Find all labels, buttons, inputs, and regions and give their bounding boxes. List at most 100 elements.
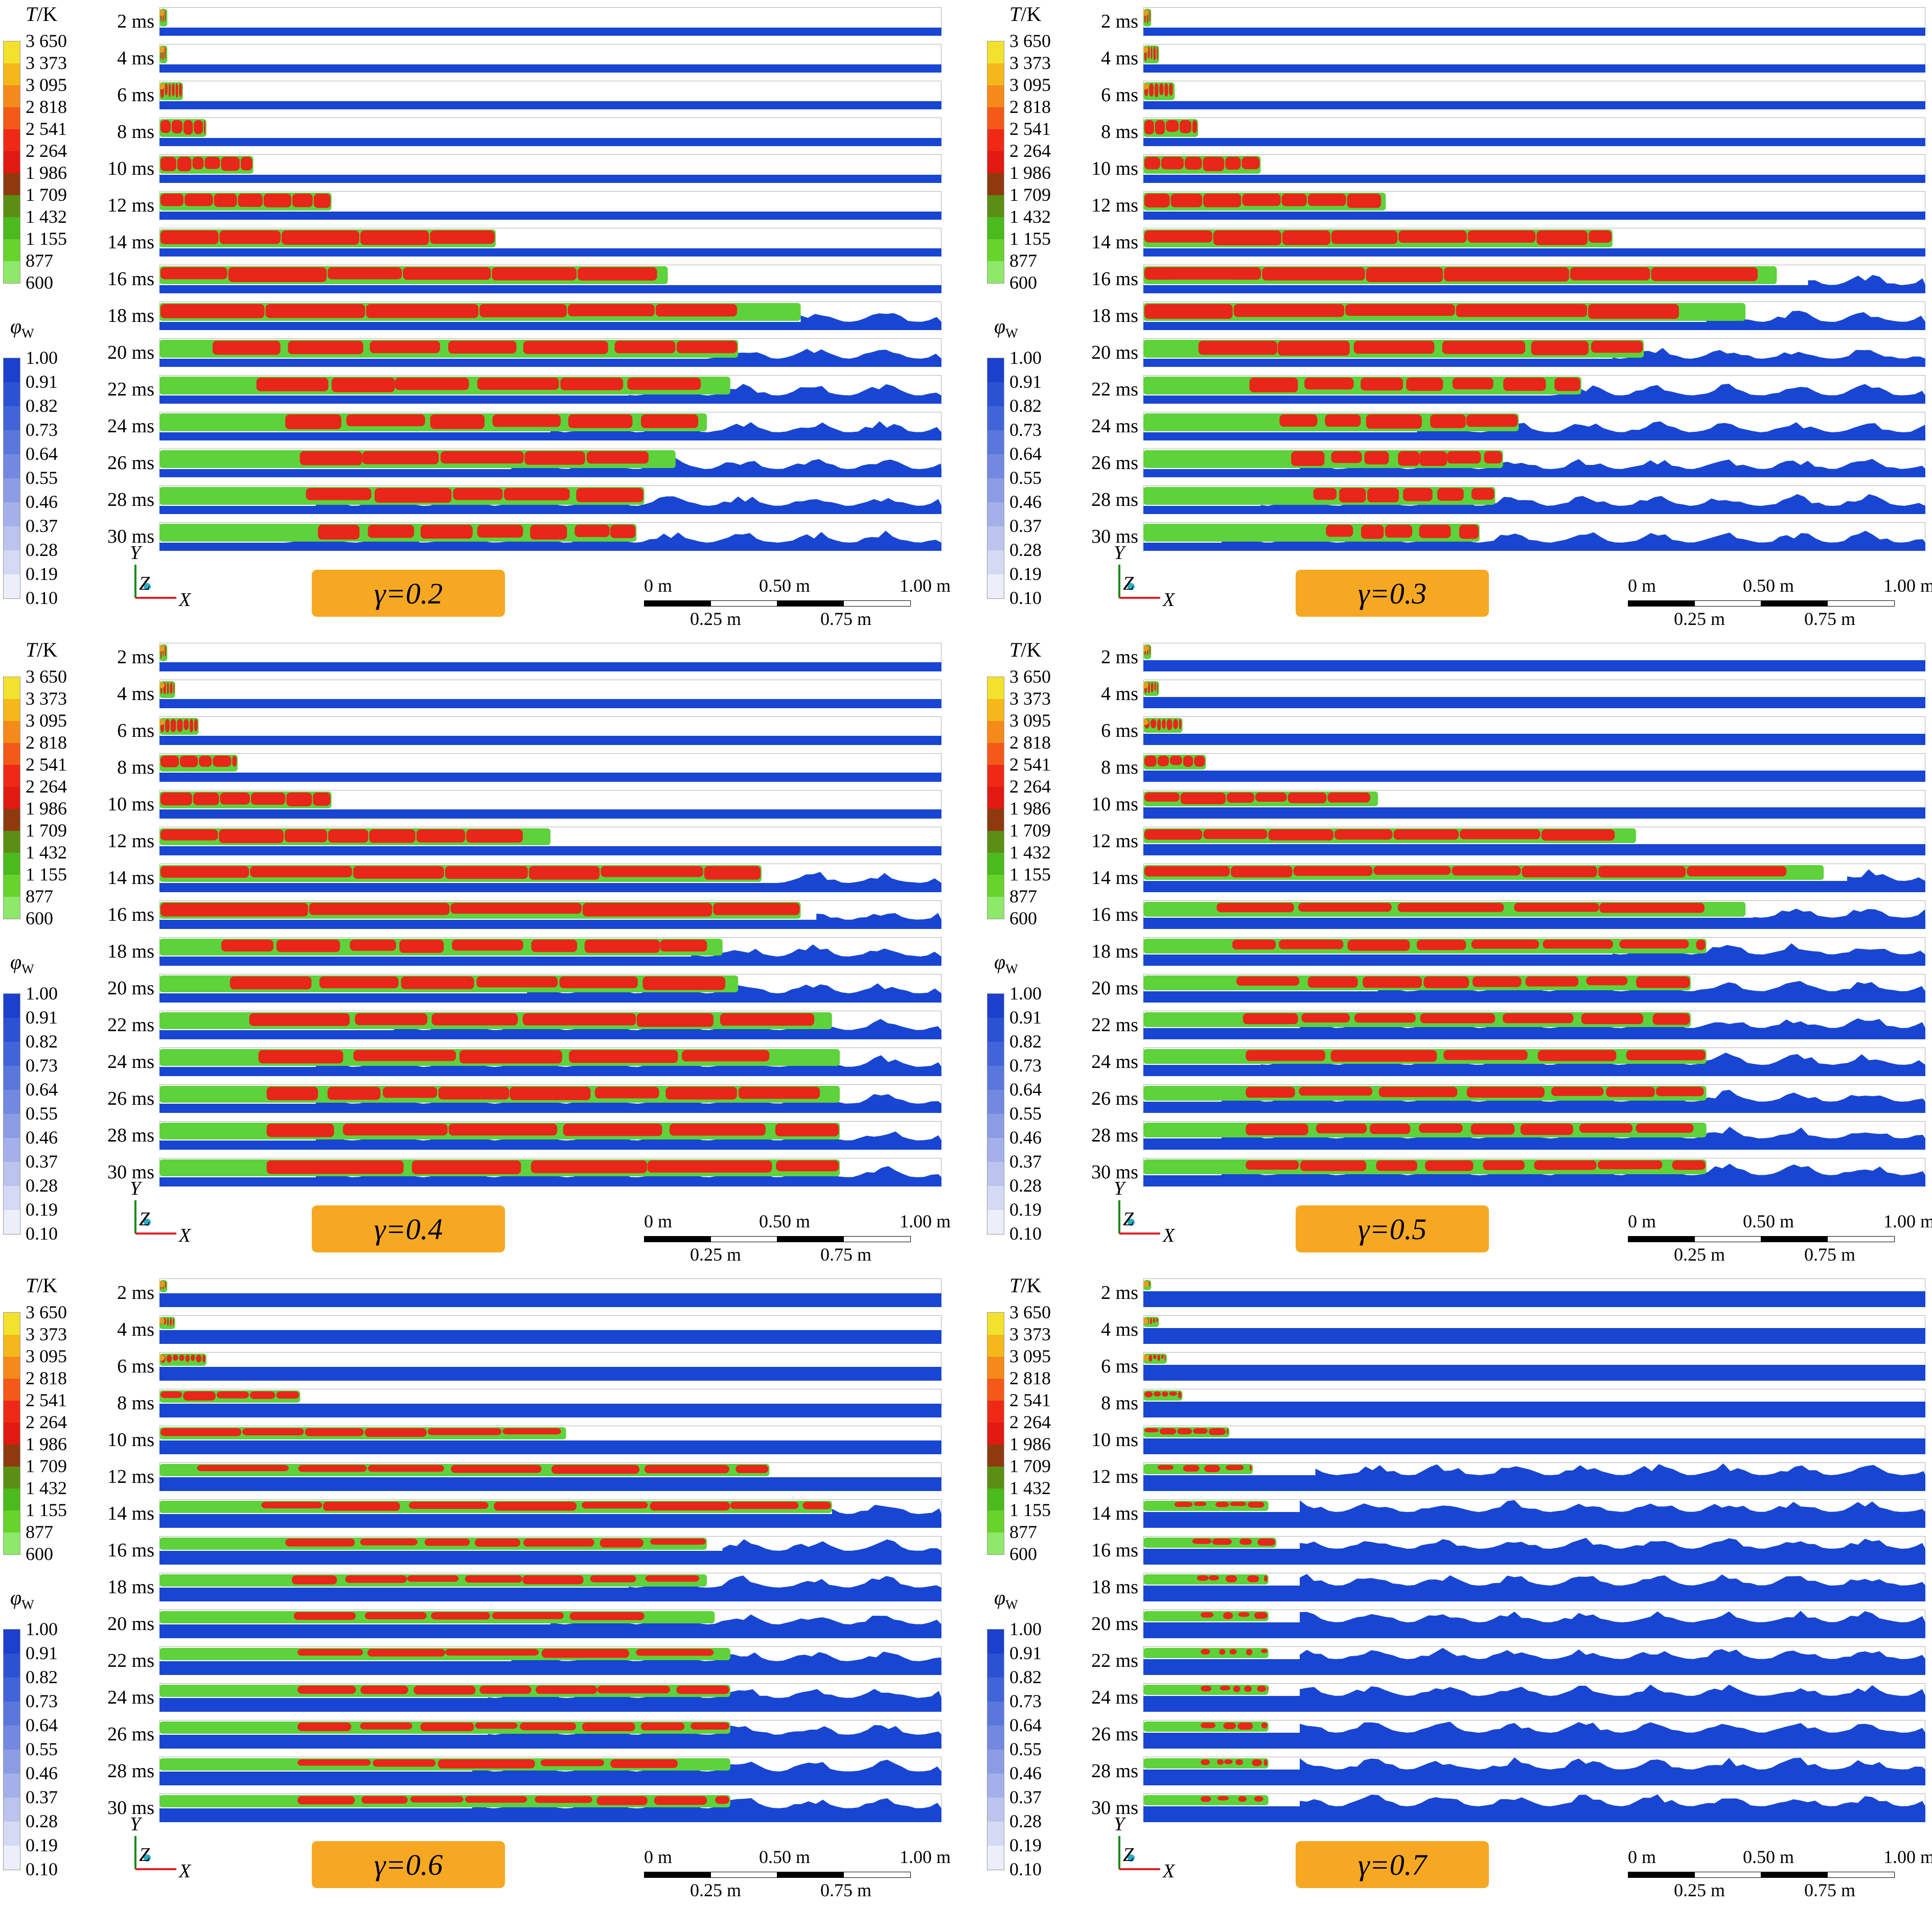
water-layer bbox=[159, 1477, 941, 1491]
flame-core bbox=[266, 1124, 334, 1137]
simulation-strip bbox=[1143, 522, 1925, 551]
flame-core bbox=[220, 793, 250, 805]
panel-gamma-4: T/K 3 650 3 373 3 095 2 818 2 541 2 264 1 986 1 … bbox=[0, 636, 966, 1271]
flame-core bbox=[1198, 341, 1277, 355]
flame-core bbox=[1267, 1686, 1269, 1691]
temperature-legend-label: 3 373 bbox=[26, 53, 67, 73]
water-legend-label: 1.00 bbox=[26, 1619, 58, 1639]
water-legend-label: 0.19 bbox=[1009, 564, 1042, 584]
flame-core bbox=[1144, 866, 1230, 877]
water-legend-label: 0.73 bbox=[26, 420, 58, 440]
flame-core bbox=[424, 1539, 470, 1546]
flame-core bbox=[669, 1124, 766, 1136]
flame-core bbox=[1291, 451, 1325, 466]
axis-label-z: Z bbox=[139, 1208, 150, 1230]
temperature-legend-label: 2 264 bbox=[26, 141, 67, 161]
scale-segment bbox=[644, 1872, 711, 1878]
simulation-strip bbox=[159, 1610, 941, 1638]
temperature-colorbar-swatch bbox=[4, 1423, 20, 1445]
flame-core bbox=[1589, 230, 1612, 243]
flame-core bbox=[1367, 488, 1399, 503]
water-legend-label: 0.73 bbox=[1009, 420, 1042, 440]
simulation-strip bbox=[1143, 716, 1925, 745]
temperature-legend-label: 3 095 bbox=[1009, 1346, 1051, 1366]
temperature-legend-label: 600 bbox=[26, 908, 53, 928]
water-colorbar-swatch bbox=[4, 1798, 20, 1822]
flame-core bbox=[614, 341, 676, 354]
flame-core bbox=[1162, 1391, 1168, 1397]
flame-core bbox=[465, 1575, 522, 1583]
temperature-colorbar bbox=[3, 1312, 20, 1555]
simulation-strip bbox=[1143, 1536, 1925, 1565]
water-legend-label: 0.64 bbox=[26, 1715, 58, 1735]
water-legend-label: 0.73 bbox=[1009, 1691, 1042, 1711]
temperature-legend-label: 1 709 bbox=[26, 184, 67, 205]
flame-core bbox=[170, 682, 173, 694]
flame-core bbox=[256, 378, 329, 391]
water-legend-variable: φ bbox=[994, 1586, 1006, 1609]
flame-core bbox=[1423, 976, 1469, 988]
flame-core bbox=[1246, 1087, 1295, 1098]
water-layer bbox=[1143, 1684, 1925, 1712]
time-label: 12 ms bbox=[107, 195, 154, 216]
scale-segment bbox=[1761, 1872, 1828, 1878]
flame-core bbox=[1331, 230, 1398, 244]
flame-core bbox=[221, 157, 240, 171]
time-label: 10 ms bbox=[1091, 1429, 1138, 1451]
water-layer bbox=[1143, 530, 1925, 551]
temperature-colorbar-swatch bbox=[4, 1488, 20, 1510]
flame-core bbox=[654, 1796, 707, 1805]
flame-core bbox=[160, 829, 218, 841]
water-layer bbox=[1143, 1794, 1925, 1822]
flame-core bbox=[1456, 304, 1588, 317]
flame-core bbox=[292, 194, 313, 207]
flame-core bbox=[401, 976, 474, 989]
flame-core bbox=[1254, 1796, 1263, 1802]
water-legend-variable: φ bbox=[994, 315, 1006, 338]
simulation-strip bbox=[159, 643, 941, 671]
flame-core bbox=[1151, 46, 1153, 60]
water-colorbar-swatch bbox=[987, 1138, 1004, 1162]
flame-core bbox=[369, 829, 416, 843]
simulation-strip bbox=[1143, 864, 1925, 892]
simulation-strip bbox=[159, 1536, 941, 1565]
flame-core bbox=[1144, 194, 1170, 208]
flame-core bbox=[510, 1087, 591, 1100]
water-layer bbox=[159, 913, 941, 929]
time-label: 24 ms bbox=[107, 1687, 154, 1708]
simulation-strip bbox=[1143, 81, 1925, 109]
simulation-strip bbox=[159, 154, 941, 183]
time-label: 12 ms bbox=[107, 1466, 154, 1487]
temperature-colorbar-swatch bbox=[4, 151, 20, 173]
water-colorbar-swatch bbox=[987, 1798, 1004, 1822]
flame-core bbox=[1287, 793, 1327, 803]
flame-core bbox=[1470, 1124, 1515, 1135]
simulation-strip bbox=[159, 1426, 941, 1454]
flame-core bbox=[212, 341, 281, 355]
simulation-strip bbox=[159, 1278, 941, 1307]
panel-gamma-5: T/K 3 650 3 373 3 095 2 818 2 541 2 264 1 986 1 … bbox=[984, 636, 1932, 1271]
time-label: 26 ms bbox=[1091, 452, 1138, 474]
temperature-legend-label: 3 650 bbox=[1009, 1302, 1051, 1322]
flame-core bbox=[219, 829, 284, 843]
water-legend-label: 0.37 bbox=[26, 516, 58, 536]
temperature-legend-unit: /K bbox=[37, 3, 58, 26]
flame-core bbox=[285, 414, 341, 429]
water-colorbar-swatch bbox=[4, 454, 20, 478]
temperature-colorbar-swatch bbox=[4, 721, 20, 743]
flame-core bbox=[193, 793, 219, 805]
time-label: 18 ms bbox=[1091, 305, 1138, 327]
flame-core bbox=[1281, 194, 1307, 206]
flame-core bbox=[586, 451, 649, 464]
flame-core bbox=[306, 488, 372, 500]
flame-core bbox=[445, 866, 528, 879]
flame-core bbox=[1537, 1050, 1617, 1061]
water-legend-label: 0.46 bbox=[1009, 1127, 1042, 1148]
flame-core bbox=[353, 1050, 456, 1061]
water-legend-title: φW bbox=[10, 314, 34, 341]
water-layer bbox=[159, 982, 941, 1003]
flame-core bbox=[1229, 1649, 1237, 1655]
axis-label-x: X bbox=[1163, 1860, 1175, 1882]
flame-core bbox=[353, 866, 444, 879]
